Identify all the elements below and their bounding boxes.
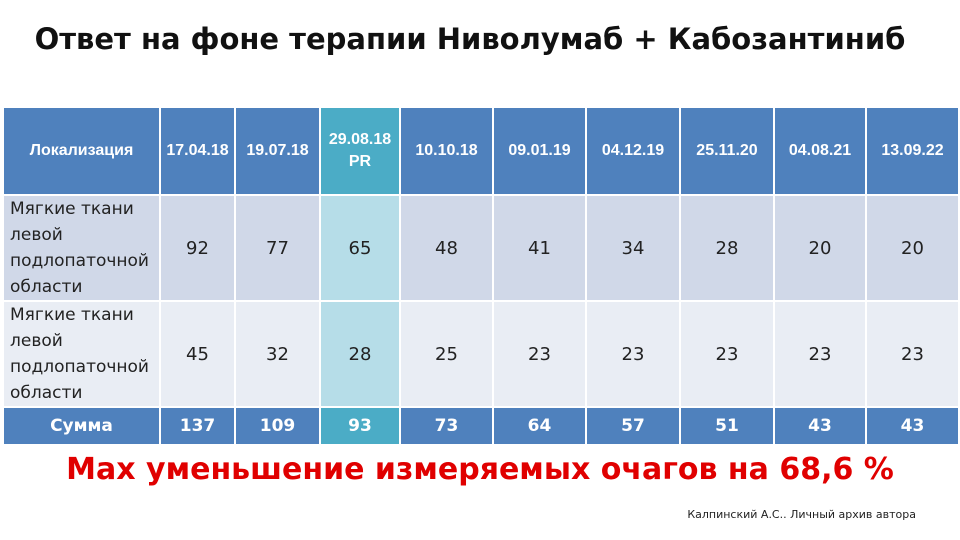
table-cell: 34 bbox=[585, 194, 681, 302]
source-credit: Калпинский А.С.. Личный архив автора bbox=[687, 508, 916, 521]
table-cell: 92 bbox=[159, 194, 236, 302]
table-cell: 23 bbox=[679, 300, 775, 408]
table-cell: 25 bbox=[399, 300, 494, 408]
header-date-highlighted: 29.08.18 PR bbox=[319, 106, 401, 196]
table-cell-highlighted: 28 bbox=[319, 300, 401, 408]
header-date: 25.11.20 bbox=[679, 106, 775, 196]
header-date: 09.01.19 bbox=[492, 106, 587, 196]
slide-title: Ответ на фоне терапии Ниволумаб + Кабоза… bbox=[34, 22, 906, 56]
header-date: 04.08.21 bbox=[773, 106, 867, 196]
response-table: Локализация 17.04.18 19.07.18 29.08.18 P… bbox=[2, 106, 960, 446]
table-cell: 20 bbox=[773, 194, 867, 302]
table-cell: 28 bbox=[679, 194, 775, 302]
sum-cell: 43 bbox=[773, 406, 867, 446]
header-date: 10.10.18 bbox=[399, 106, 494, 196]
table-cell: 20 bbox=[865, 194, 960, 302]
table-cell: 45 bbox=[159, 300, 236, 408]
row-label: Мягкие ткани левой подлопаточной области bbox=[2, 300, 161, 408]
table-row: Мягкие ткани левой подлопаточной области… bbox=[2, 300, 960, 408]
sum-label: Сумма bbox=[2, 406, 161, 446]
sum-cell: 64 bbox=[492, 406, 587, 446]
sum-cell: 73 bbox=[399, 406, 494, 446]
sum-cell: 137 bbox=[159, 406, 236, 446]
sum-cell: 109 bbox=[234, 406, 321, 446]
table-cell: 23 bbox=[585, 300, 681, 408]
header-date: 19.07.18 bbox=[234, 106, 321, 196]
table-cell-highlighted: 65 bbox=[319, 194, 401, 302]
table-cell: 23 bbox=[773, 300, 867, 408]
table-cell: 41 bbox=[492, 194, 587, 302]
table-cell: 23 bbox=[492, 300, 587, 408]
table-cell: 23 bbox=[865, 300, 960, 408]
sum-cell: 51 bbox=[679, 406, 775, 446]
sum-cell-highlighted: 93 bbox=[319, 406, 401, 446]
header-date: 04.12.19 bbox=[585, 106, 681, 196]
header-date: 13.09.22 bbox=[865, 106, 960, 196]
sum-cell: 43 bbox=[865, 406, 960, 446]
summary-statement: Max уменьшение измеряемых очагов на 68,6… bbox=[66, 452, 894, 487]
table-cell: 32 bbox=[234, 300, 321, 408]
row-label: Мягкие ткани левой подлопаточной области bbox=[2, 194, 161, 302]
table-cell: 48 bbox=[399, 194, 494, 302]
table-row: Мягкие ткани левой подлопаточной области… bbox=[2, 194, 960, 302]
sum-row: Сумма 137 109 93 73 64 57 51 43 43 bbox=[2, 406, 960, 446]
table-cell: 77 bbox=[234, 194, 321, 302]
sum-cell: 57 bbox=[585, 406, 681, 446]
table-header-row: Локализация 17.04.18 19.07.18 29.08.18 P… bbox=[2, 106, 960, 196]
header-date: 17.04.18 bbox=[159, 106, 236, 196]
header-localization: Локализация bbox=[2, 106, 161, 196]
